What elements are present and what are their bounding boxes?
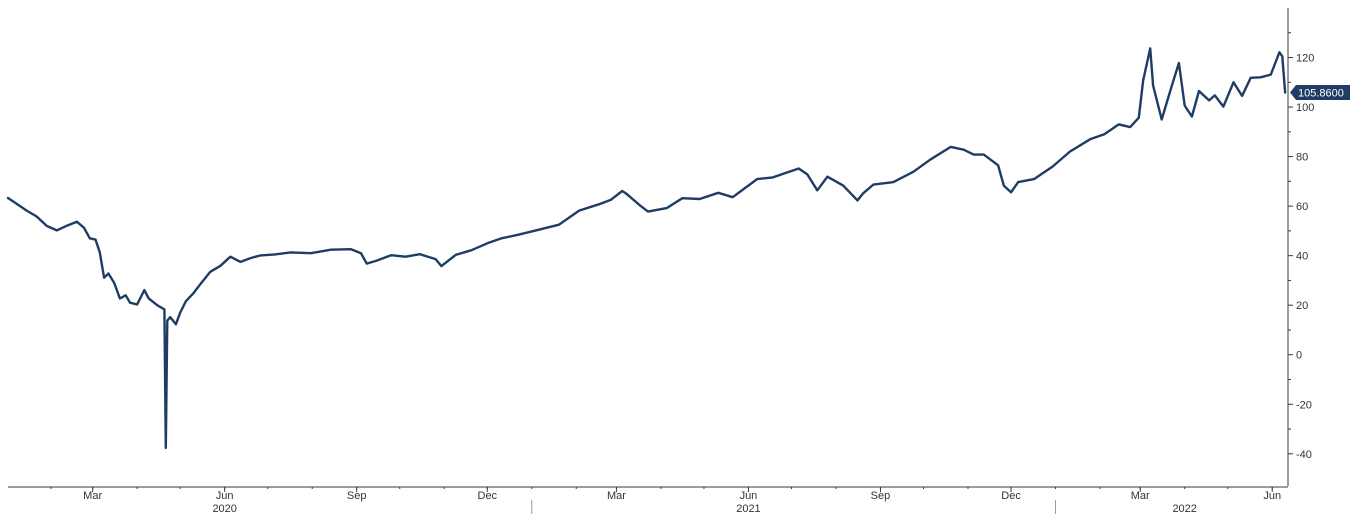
- x-tick-label: Jun: [1263, 490, 1281, 502]
- x-tick-label: Sep: [871, 490, 891, 502]
- x-tick-label: Mar: [83, 490, 102, 502]
- last-value-label: 105.8600: [1298, 87, 1344, 99]
- year-axis: 2020 2021 2022: [212, 500, 1197, 515]
- year-label: 2022: [1172, 503, 1196, 515]
- y-tick-label: 100: [1296, 102, 1314, 114]
- x-tick-label: Mar: [607, 490, 626, 502]
- x-tick-label: Jun: [216, 490, 234, 502]
- last-value-flag: [1290, 84, 1350, 100]
- y-tick-label: 60: [1296, 201, 1308, 213]
- year-label: 2021: [736, 503, 760, 515]
- x-tick-label: Sep: [347, 490, 367, 502]
- x-tick-label: Mar: [1131, 490, 1150, 502]
- y-tick-label: 0: [1296, 350, 1302, 362]
- y-tick-label: 120: [1296, 53, 1314, 65]
- x-tick-label: Jun: [740, 490, 758, 502]
- y-tick-label: -20: [1296, 399, 1312, 411]
- y-axis: 120 100 80 60 40 20 0 -20 -40: [1288, 32, 1314, 461]
- plot-area: [6, 47, 1287, 450]
- y-tick-label: 80: [1296, 152, 1308, 164]
- x-tick-label: Dec: [1001, 490, 1021, 502]
- y-tick-label: 20: [1296, 300, 1308, 312]
- x-tick-label: Dec: [478, 490, 498, 502]
- year-label: 2020: [212, 503, 236, 515]
- y-tick-label: 40: [1296, 251, 1308, 263]
- last-value-marker: 105.8600: [1290, 84, 1350, 100]
- series-line: [6, 47, 1287, 450]
- y-tick-label: -40: [1296, 449, 1312, 461]
- x-axis: Mar Jun Sep Dec Mar Jun Sep Dec Mar Jun: [50, 487, 1281, 502]
